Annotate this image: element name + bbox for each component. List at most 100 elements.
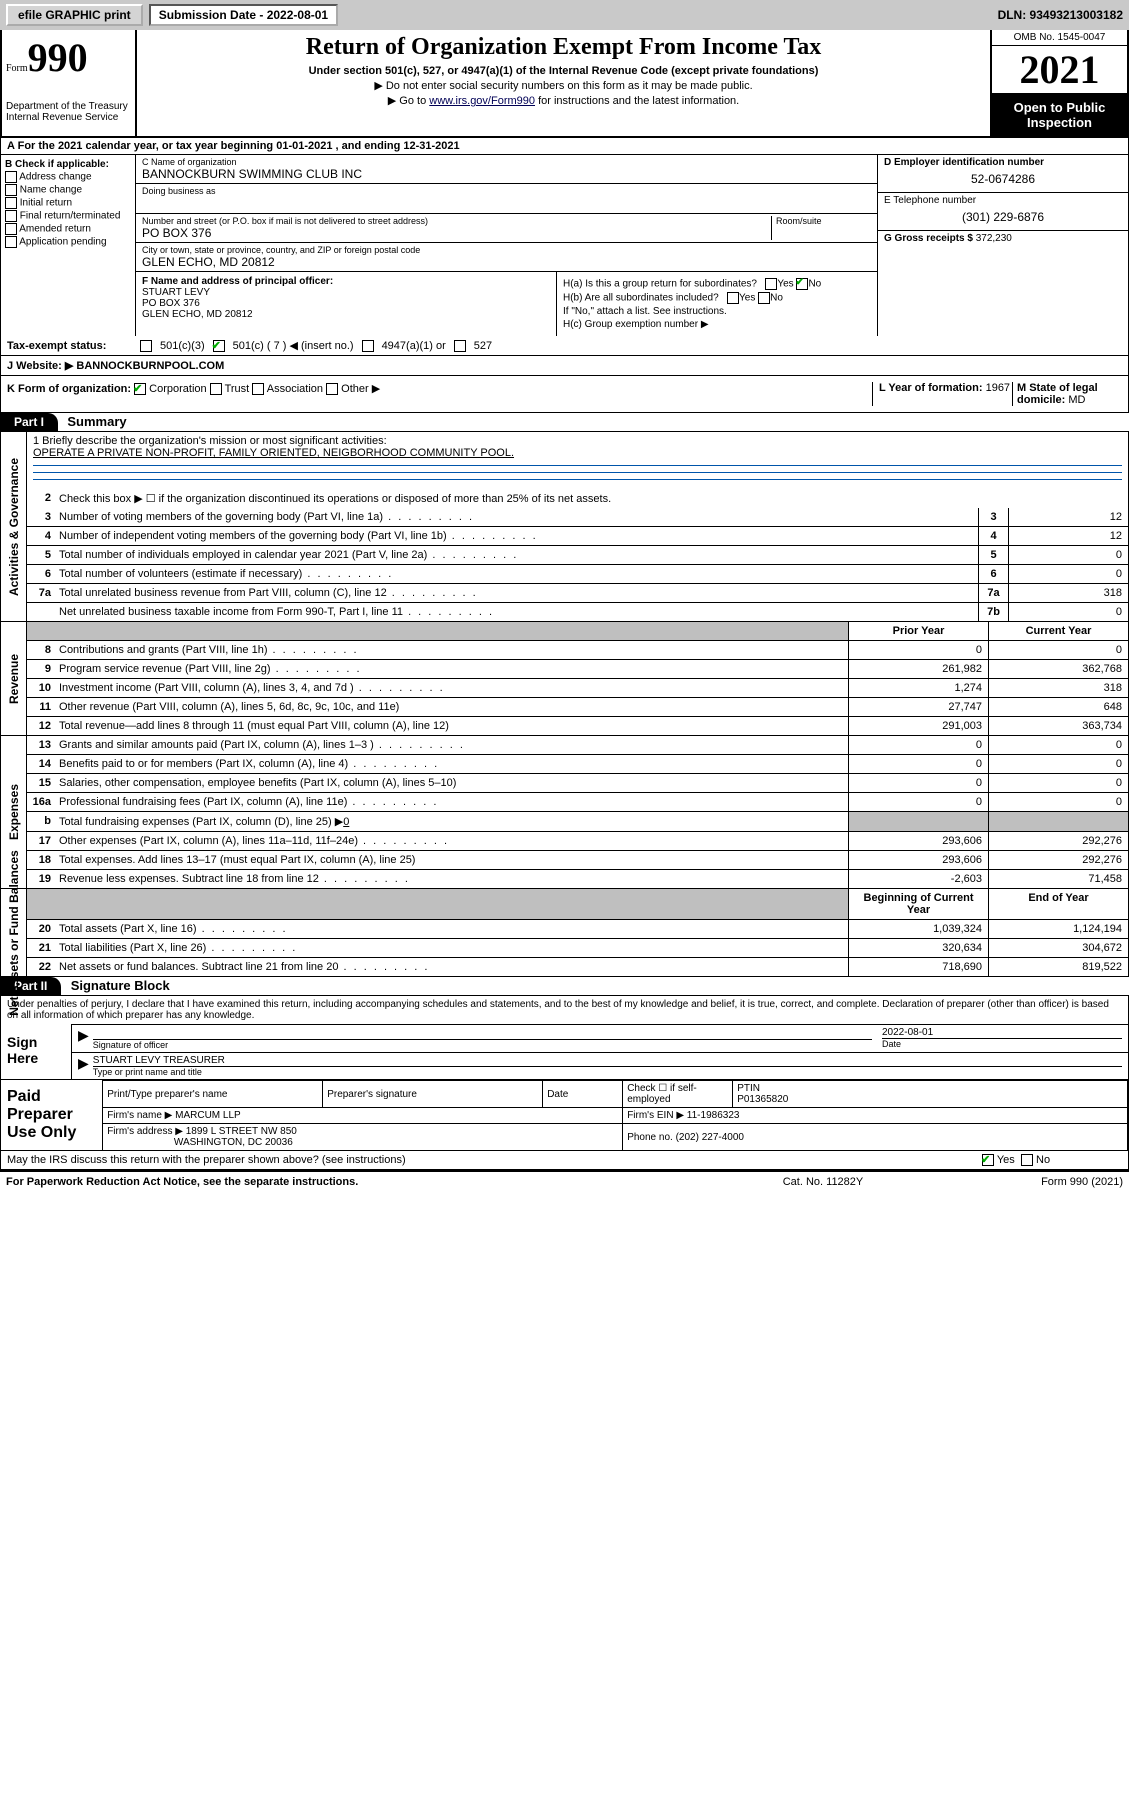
ptin-val: P01365820 [737, 1094, 788, 1105]
l18-py: 293,606 [848, 851, 988, 869]
vbar-revenue: Revenue [7, 653, 21, 703]
l15-cy: 0 [988, 774, 1128, 792]
ha-label: H(a) Is this a group return for subordin… [563, 279, 757, 290]
line8-text: Contributions and grants (Part VIII, lin… [55, 641, 848, 659]
sig-date-val: 2022-08-01 [882, 1027, 1122, 1038]
line6-text: Total number of volunteers (estimate if … [55, 565, 978, 583]
eoy-hdr: End of Year [988, 889, 1128, 919]
officer-addr2: GLEN ECHO, MD 20812 [142, 309, 253, 320]
goto-pre: ▶ Go to [388, 95, 429, 107]
m-state-label: M State of legal domicile: [1017, 382, 1098, 406]
section-revenue: Revenue Prior YearCurrent Year 8Contribu… [0, 622, 1129, 736]
hb-yes: Yes [739, 293, 755, 304]
firm-name: MARCUM LLP [175, 1110, 241, 1121]
l21-py: 320,634 [848, 939, 988, 957]
col-d-right: D Employer identification number 52-0674… [878, 155, 1128, 336]
firm-addr1: 1899 L STREET NW 850 [186, 1126, 297, 1137]
l19-py: -2,603 [848, 870, 988, 888]
city-label: City or town, state or province, country… [142, 245, 871, 255]
row-a-prefix: A [7, 140, 15, 152]
cb-name-change[interactable]: Name change [5, 184, 131, 196]
line21-text: Total liabilities (Part X, line 26) [55, 939, 848, 957]
cat-no: Cat. No. 11282Y [723, 1176, 923, 1188]
vbar-net: Net Assets or Fund Balances [7, 850, 21, 1016]
cb-address-change[interactable]: Address change [5, 171, 131, 183]
prep-date-hdr: Date [543, 1081, 623, 1108]
vbar-governance: Activities & Governance [7, 457, 21, 595]
527-label: 527 [474, 340, 492, 352]
l22-cy: 819,522 [988, 958, 1128, 976]
gross-receipts: 372,230 [976, 233, 1012, 244]
line15-text: Salaries, other compensation, employee b… [55, 774, 848, 792]
line10-text: Investment income (Part VIII, column (A)… [55, 679, 848, 697]
l-year-label: L Year of formation: [879, 382, 983, 394]
line12-text: Total revenue—add lines 8 through 11 (mu… [55, 717, 848, 735]
line19-text: Revenue less expenses. Subtract line 18 … [55, 870, 848, 888]
paid-preparer-label: Paid Preparer Use Only [1, 1080, 102, 1150]
l12-py: 291,003 [848, 717, 988, 735]
website-value: BANNOCKBURNPOOL.COM [76, 360, 224, 372]
line5-val: 0 [1008, 546, 1128, 564]
part-ii-header: Part II Signature Block [0, 977, 1129, 996]
form-990-footer: Form 990 (2021) [923, 1176, 1123, 1188]
form-title: Return of Organization Exempt From Incom… [145, 34, 982, 61]
row-k: K Form of organization: Corporation Trus… [0, 376, 1129, 413]
ptin-label: PTIN [737, 1083, 760, 1094]
efile-print-button[interactable]: efile GRAPHIC print [6, 4, 143, 26]
l16a-py: 0 [848, 793, 988, 811]
firm-name-label: Firm's name ▶ [107, 1110, 172, 1121]
b-header: B Check if applicable: [5, 159, 109, 170]
signature-block: Under penalties of perjury, I declare th… [0, 996, 1129, 1170]
g-gross-label: G Gross receipts $ [884, 233, 973, 244]
k-label: K Form of organization: [7, 383, 131, 395]
k-assoc: Association [267, 383, 323, 395]
prep-name-hdr: Print/Type preparer's name [103, 1081, 323, 1108]
line14-text: Benefits paid to or for members (Part IX… [55, 755, 848, 773]
dln-label: DLN: 93493213003182 [998, 8, 1123, 22]
l13-py: 0 [848, 736, 988, 754]
irs-link[interactable]: www.irs.gov/Form990 [429, 95, 535, 107]
l9-cy: 362,768 [988, 660, 1128, 678]
line4-val: 12 [1008, 527, 1128, 545]
officer-name: STUART LEVY [142, 287, 210, 298]
section-expenses: Expenses 13Grants and similar amounts pa… [0, 736, 1129, 889]
form-label-small: Form [6, 63, 28, 74]
l18-cy: 292,276 [988, 851, 1128, 869]
cb-application-pending[interactable]: Application pending [5, 236, 131, 248]
k-trust: Trust [225, 383, 250, 395]
open-public-inspection: Open to Public Inspection [992, 94, 1127, 136]
l8-py: 0 [848, 641, 988, 659]
cb-amended-return[interactable]: Amended return [5, 223, 131, 235]
tax-year: 2021 [992, 46, 1127, 94]
l14-py: 0 [848, 755, 988, 773]
top-bar: efile GRAPHIC print Submission Date - 20… [0, 0, 1129, 30]
l17-cy: 292,276 [988, 832, 1128, 850]
part-i-header: Part I Summary [0, 413, 1129, 432]
line18-text: Total expenses. Add lines 13–17 (must eq… [55, 851, 848, 869]
identity-block: B Check if applicable: Address change Na… [0, 155, 1129, 336]
city-state-zip: GLEN ECHO, MD 20812 [142, 255, 871, 269]
k-corp: Corporation [149, 383, 206, 395]
form-header: Form990 Department of the Treasury Inter… [0, 30, 1129, 138]
l11-cy: 648 [988, 698, 1128, 716]
addr-label: Number and street (or P.O. box if mail i… [142, 216, 771, 226]
line5-text: Total number of individuals employed in … [55, 546, 978, 564]
col-b-checkboxes: B Check if applicable: Address change Na… [1, 155, 136, 336]
line3-val: 12 [1008, 508, 1128, 526]
l13-cy: 0 [988, 736, 1128, 754]
officer-addr1: PO BOX 376 [142, 298, 200, 309]
paperwork-notice: For Paperwork Reduction Act Notice, see … [6, 1176, 723, 1188]
line4-text: Number of independent voting members of … [55, 527, 978, 545]
may-yes: Yes [997, 1154, 1015, 1166]
cb-final-return[interactable]: Final return/terminated [5, 210, 131, 222]
section-net-assets: Net Assets or Fund Balances Beginning of… [0, 889, 1129, 977]
line9-text: Program service revenue (Part VIII, line… [55, 660, 848, 678]
cb-initial-return[interactable]: Initial return [5, 197, 131, 209]
ein-value: 52-0674286 [884, 168, 1122, 190]
line7b-text: Net unrelated business taxable income fr… [55, 603, 978, 621]
line11-text: Other revenue (Part VIII, column (A), li… [55, 698, 848, 716]
org-name: BANNOCKBURN SWIMMING CLUB INC [142, 167, 871, 181]
firm-ein-label: Firm's EIN ▶ [627, 1110, 684, 1121]
sig-officer-label: Signature of officer [93, 1039, 872, 1050]
l9-py: 261,982 [848, 660, 988, 678]
